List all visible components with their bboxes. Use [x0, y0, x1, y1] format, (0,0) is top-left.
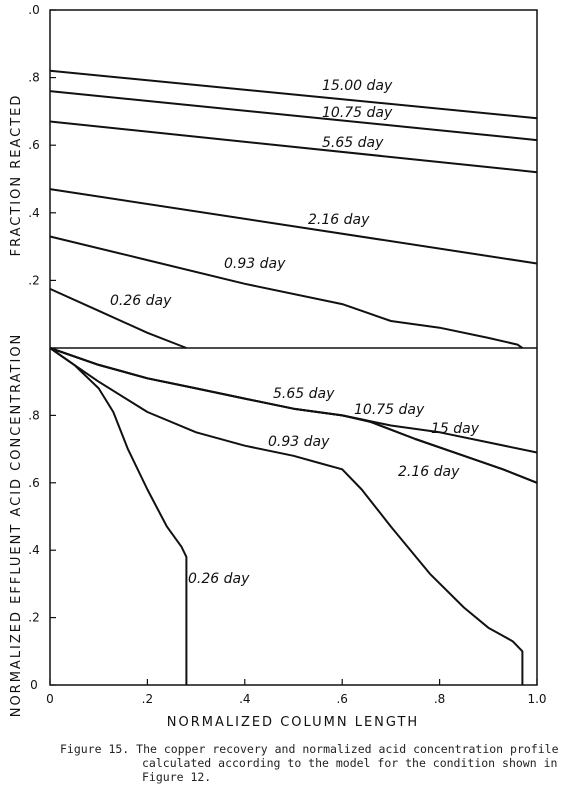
- series-line: [49, 120, 538, 174]
- y-tick-label: .0: [28, 3, 39, 17]
- y-tick-label: .8: [28, 408, 39, 422]
- x-tick-label: 0: [46, 692, 54, 706]
- series-line: [49, 347, 188, 685]
- series-label: 0.93 day: [224, 256, 286, 272]
- series-line: [49, 347, 538, 484]
- y-tick-label: .4: [28, 543, 39, 557]
- y-tick-label: .2: [28, 611, 39, 625]
- x-tick-label: .2: [142, 692, 153, 706]
- series-line: [49, 69, 538, 120]
- x-tick-label: 1.0: [527, 692, 546, 706]
- x-tick-label: .6: [336, 692, 347, 706]
- series-label: 10.75 day: [354, 402, 425, 418]
- axis-ticks: .2 .4 .6 .8 .0 0 .2 .4 .6 .8 0 .2 .4 .6 .8 1.0: [28, 3, 546, 706]
- series-line: [366, 419, 538, 484]
- series-label: 0.26 day: [110, 293, 172, 309]
- plot-frame: [49, 9, 538, 686]
- y-tick-label: .8: [28, 71, 39, 85]
- series-line: [49, 347, 524, 685]
- y-tick-label: .6: [28, 476, 39, 490]
- series-line: [49, 347, 367, 422]
- series-label: 0.26 day: [188, 571, 250, 587]
- series-line: [49, 90, 538, 142]
- series-label: 2.16 day: [308, 212, 370, 228]
- series-label: 15.00 day: [322, 78, 393, 94]
- series-label: 2.16 day: [398, 464, 460, 480]
- y-tick-label: 0: [30, 678, 38, 692]
- figure-caption: Figure 15. The copper recovery and norma…: [60, 742, 575, 784]
- series-label: 5.65 day: [322, 135, 384, 151]
- y-tick-label: .4: [28, 206, 39, 220]
- x-tick-label: .4: [239, 692, 250, 706]
- series-line: [49, 188, 538, 265]
- bottom-y-axis-label: NORMALIZED EFFLUENT ACID CONCENTRATION: [9, 333, 24, 718]
- series-label: 15 day: [431, 421, 480, 437]
- y-tick-label: .6: [28, 138, 39, 152]
- y-tick-label: .2: [28, 273, 39, 287]
- caption-line-2: calculated according to the model for th…: [142, 756, 558, 770]
- caption-line-1: Figure 15. The copper recovery and norma…: [60, 742, 559, 756]
- x-axis-label: NORMALIZED COLUMN LENGTH: [167, 715, 419, 730]
- series-labels: 15.00 day 10.75 day 5.65 day 2.16 day 0.93 d…: [110, 78, 480, 587]
- series-line: [49, 235, 523, 349]
- series-lines: [49, 69, 538, 685]
- series-label: 10.75 day: [322, 105, 393, 121]
- x-tick-label: .8: [434, 692, 445, 706]
- series-line: [49, 287, 187, 349]
- caption-line-3: Figure 12.: [142, 770, 212, 784]
- series-label: 5.65 day: [273, 386, 335, 402]
- series-label: 0.93 day: [268, 434, 330, 450]
- top-y-axis-label: FRACTION REACTED: [9, 94, 24, 257]
